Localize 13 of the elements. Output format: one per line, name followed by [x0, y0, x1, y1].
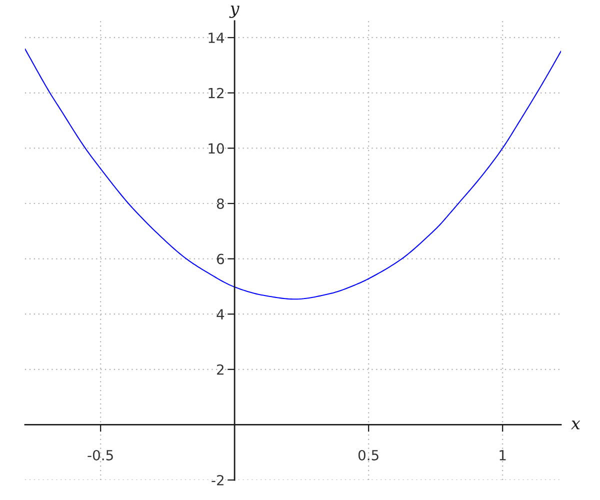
- y-tick-label: 10: [208, 143, 224, 154]
- x-tick-label: 0.5: [358, 450, 378, 460]
- x-tick-label: 1: [500, 450, 506, 460]
- y-tick-label: 12: [208, 88, 224, 98]
- y-tick-label: 4: [216, 309, 224, 320]
- x-axis-title: x: [571, 420, 580, 430]
- y-tick-label: -2: [212, 474, 224, 486]
- y-axis-title: y: [229, 6, 240, 18]
- y-tick-label: 2: [217, 364, 224, 375]
- y-tick-label: 14: [208, 32, 224, 43]
- x-tick-label: -0.5: [88, 450, 113, 460]
- y-tick-label: 8: [216, 198, 224, 209]
- y-tick-label: 6: [216, 254, 224, 264]
